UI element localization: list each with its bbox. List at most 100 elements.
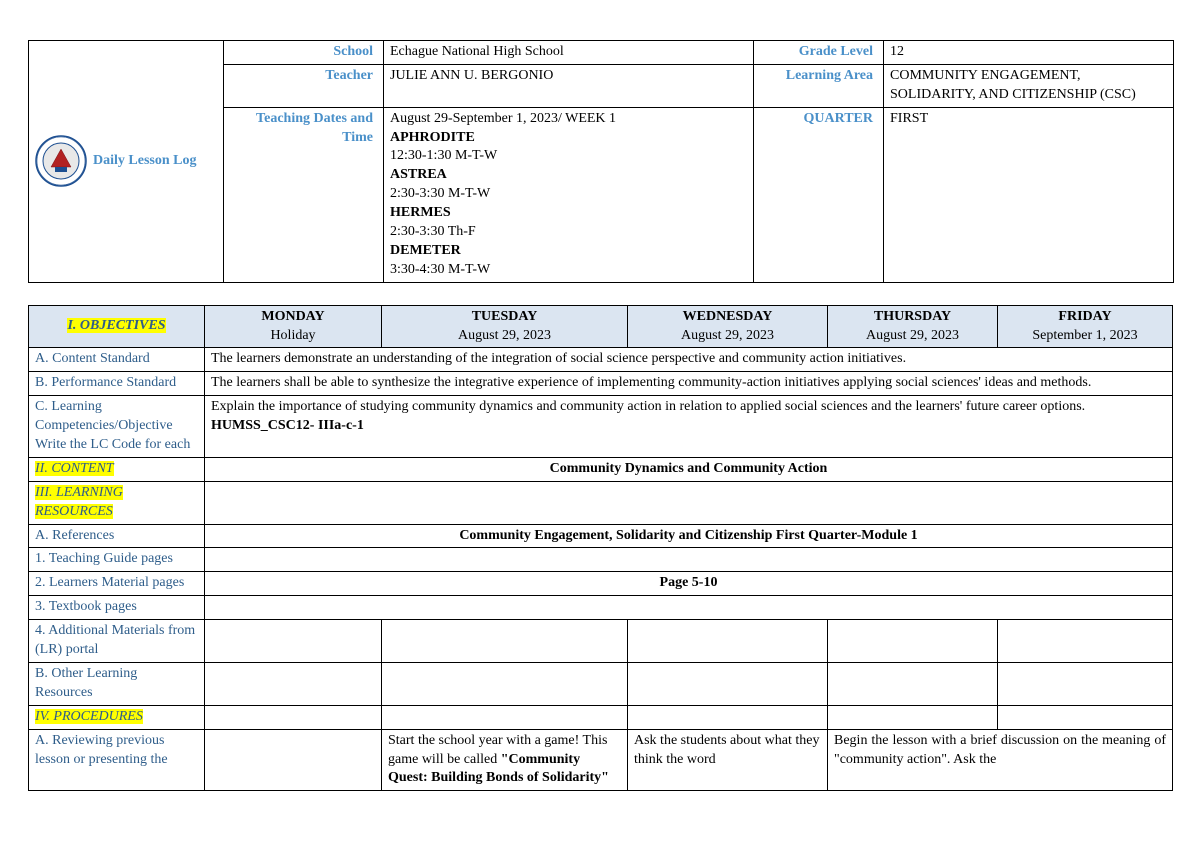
- row-learners-material: 2. Learners Material pages Page 5-10: [29, 572, 1173, 596]
- row-additional-materials: 4. Additional Materials from (LR) portal: [29, 620, 1173, 663]
- teaching-dates-text: August 29-September 1, 2023/ WEEK 1: [390, 110, 747, 129]
- sched-time-2: 2:30-3:30 Th-F: [390, 223, 747, 242]
- day-fri: FRIDAY: [1004, 308, 1166, 327]
- sched-time-0: 12:30-1:30 M-T-W: [390, 147, 747, 166]
- grade-level-label: Grade Level: [754, 41, 884, 65]
- row-references: A. References Community Engagement, Soli…: [29, 524, 1173, 548]
- day-wed-sub: August 29, 2023: [634, 327, 821, 346]
- review-tue: Start the school year with a game! This …: [382, 729, 628, 791]
- day-fri-sub: September 1, 2023: [1004, 327, 1166, 346]
- day-col-mon: MONDAY Holiday: [205, 305, 382, 348]
- row-procedures: IV. PROCEDURES: [29, 705, 1173, 729]
- learning-area-label: Learning Area: [754, 64, 884, 107]
- logo-cell: Daily Lesson Log: [29, 41, 224, 283]
- objectives-label: I. OBJECTIVES: [67, 318, 165, 333]
- sched-section-3: DEMETER: [390, 242, 747, 261]
- learning-comp-value-b: HUMSS_CSC12- IIIa-c-1: [211, 417, 1166, 436]
- other-resources-thu: [828, 662, 998, 705]
- additional-materials-tue: [382, 620, 628, 663]
- review-thu-fri: Begin the lesson with a brief discussion…: [828, 729, 1173, 791]
- learning-resources-label: III. LEARNING RESOURCES: [35, 485, 123, 519]
- day-thu: THURSDAY: [834, 308, 991, 327]
- quarter-value: FIRST: [884, 107, 1174, 282]
- learning-resources-empty: [205, 481, 1173, 524]
- learning-comp-value-a: Explain the importance of studying commu…: [211, 399, 1085, 414]
- content-standard-value: The learners demonstrate an understandin…: [205, 348, 1173, 372]
- row-textbook: 3. Textbook pages: [29, 596, 1173, 620]
- day-col-tue: TUESDAY August 29, 2023: [382, 305, 628, 348]
- references-label: A. References: [29, 524, 205, 548]
- day-thu-sub: August 29, 2023: [834, 327, 991, 346]
- teaching-guide-label: 1. Teaching Guide pages: [29, 548, 205, 572]
- row-review: A. Reviewing previous lesson or presenti…: [29, 729, 1173, 791]
- row-performance-standard: B. Performance Standard The learners sha…: [29, 372, 1173, 396]
- additional-materials-mon: [205, 620, 382, 663]
- procedures-fri: [998, 705, 1173, 729]
- additional-materials-label: 4. Additional Materials from (LR) portal: [29, 620, 205, 663]
- content-table: I. OBJECTIVES MONDAY Holiday TUESDAY Aug…: [28, 305, 1173, 792]
- day-col-thu: THURSDAY August 29, 2023: [828, 305, 998, 348]
- teaching-dates-cell: August 29-September 1, 2023/ WEEK 1 APHR…: [384, 107, 754, 282]
- additional-materials-thu: [828, 620, 998, 663]
- row-learning-resources: III. LEARNING RESOURCES: [29, 481, 1173, 524]
- sched-section-0: APHRODITE: [390, 129, 747, 148]
- procedures-tue: [382, 705, 628, 729]
- other-resources-wed: [628, 662, 828, 705]
- other-resources-mon: [205, 662, 382, 705]
- sched-time-1: 2:30-3:30 M-T-W: [390, 185, 747, 204]
- other-resources-fri: [998, 662, 1173, 705]
- teaching-dates-label: Teaching Dates and Time: [224, 107, 384, 282]
- day-col-wed: WEDNESDAY August 29, 2023: [628, 305, 828, 348]
- review-mon: [205, 729, 382, 791]
- teaching-guide-value: [205, 548, 1173, 572]
- day-tue-sub: August 29, 2023: [388, 327, 621, 346]
- procedures-heading: IV. PROCEDURES: [29, 705, 205, 729]
- content-heading: II. CONTENT: [29, 457, 205, 481]
- quarter-label: QUARTER: [754, 107, 884, 282]
- references-value: Community Engagement, Solidarity and Cit…: [205, 524, 1173, 548]
- dll-title: Daily Lesson Log: [93, 152, 196, 171]
- other-resources-label: B. Other Learning Resources: [29, 662, 205, 705]
- row-teaching-guide: 1. Teaching Guide pages: [29, 548, 1173, 572]
- row-learning-competencies: C. Learning Competencies/Objective Write…: [29, 396, 1173, 458]
- additional-materials-fri: [998, 620, 1173, 663]
- learning-resources-heading: III. LEARNING RESOURCES: [29, 481, 205, 524]
- sched-section-2: HERMES: [390, 204, 747, 223]
- day-mon-sub: Holiday: [211, 327, 375, 346]
- grade-level-value: 12: [884, 41, 1174, 65]
- performance-standard-value: The learners shall be able to synthesize…: [205, 372, 1173, 396]
- teacher-label: Teacher: [224, 64, 384, 107]
- school-value: Echague National High School: [384, 41, 754, 65]
- procedures-label: IV. PROCEDURES: [35, 709, 143, 724]
- learners-material-value: Page 5-10: [205, 572, 1173, 596]
- content-label: II. CONTENT: [35, 461, 114, 476]
- school-label: School: [224, 41, 384, 65]
- day-header-row: I. OBJECTIVES MONDAY Holiday TUESDAY Aug…: [29, 305, 1173, 348]
- day-col-fri: FRIDAY September 1, 2023: [998, 305, 1173, 348]
- day-tue: TUESDAY: [388, 308, 621, 327]
- other-resources-tue: [382, 662, 628, 705]
- performance-standard-label: B. Performance Standard: [29, 372, 205, 396]
- review-label: A. Reviewing previous lesson or presenti…: [29, 729, 205, 791]
- procedures-mon: [205, 705, 382, 729]
- row-content-standard: A. Content Standard The learners demonst…: [29, 348, 1173, 372]
- deped-seal-icon: [35, 135, 87, 187]
- sched-section-1: ASTREA: [390, 166, 747, 185]
- textbook-value: [205, 596, 1173, 620]
- day-mon: MONDAY: [211, 308, 375, 327]
- content-standard-label: A. Content Standard: [29, 348, 205, 372]
- objectives-heading: I. OBJECTIVES: [29, 305, 205, 348]
- header-table: Daily Lesson Log School Echague National…: [28, 40, 1174, 283]
- review-wed: Ask the students about what they think t…: [628, 729, 828, 791]
- sched-time-3: 3:30-4:30 M-T-W: [390, 261, 747, 280]
- day-wed: WEDNESDAY: [634, 308, 821, 327]
- content-value: Community Dynamics and Community Action: [205, 457, 1173, 481]
- textbook-label: 3. Textbook pages: [29, 596, 205, 620]
- learning-comp-label: C. Learning Competencies/Objective Write…: [29, 396, 205, 458]
- learning-area-value: COMMUNITY ENGAGEMENT, SOLIDARITY, AND CI…: [884, 64, 1174, 107]
- additional-materials-wed: [628, 620, 828, 663]
- row-other-resources: B. Other Learning Resources: [29, 662, 1173, 705]
- learning-comp-value: Explain the importance of studying commu…: [205, 396, 1173, 458]
- learners-material-label: 2. Learners Material pages: [29, 572, 205, 596]
- procedures-thu: [828, 705, 998, 729]
